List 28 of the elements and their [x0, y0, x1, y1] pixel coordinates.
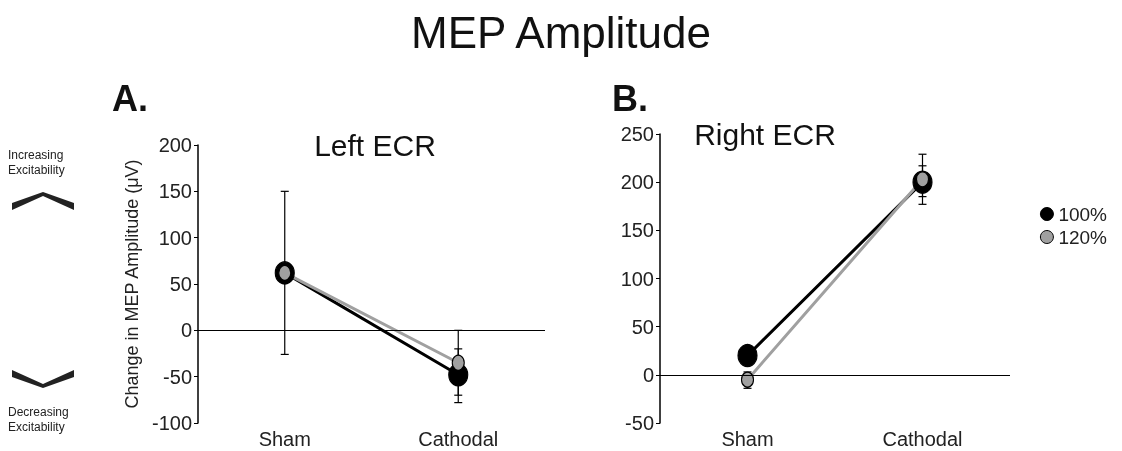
- legend-label: 120%: [1058, 226, 1108, 248]
- y-tick-label: -100: [151, 412, 192, 434]
- y-tick-label: 100: [620, 267, 654, 290]
- y-tick-label: -50: [163, 365, 192, 388]
- chart-title: Left ECR: [314, 128, 436, 162]
- y-tick-label: 50: [169, 273, 192, 295]
- text: MEP Amplitude: [410, 8, 712, 58]
- legend-label: 100%: [1058, 203, 1108, 225]
- chart-title: Right ECR: [694, 117, 836, 151]
- text: A.: [112, 78, 148, 120]
- y-tick-label: 50: [631, 315, 654, 338]
- text: Increasing Excitability: [8, 148, 66, 178]
- y-tick-label: 150: [158, 180, 192, 203]
- y-tick-label: 200: [158, 134, 192, 156]
- y-tick-label: 0: [642, 363, 654, 386]
- x-tick-label: Sham: [258, 428, 311, 450]
- y-tick-label: 150: [620, 219, 654, 242]
- x-tick-label: Cathodal: [882, 428, 963, 450]
- y-tick-label: 0: [180, 319, 192, 342]
- y-tick-label: 200: [620, 171, 654, 194]
- x-tick-label: Sham: [721, 428, 774, 450]
- text: Decreasing Excitability: [8, 405, 70, 435]
- x-tick-label: Cathodal: [418, 428, 499, 450]
- y-tick-label: -50: [625, 412, 654, 434]
- y-tick-label: 250: [620, 123, 654, 145]
- y-axis-title: Change in MEP Amplitude (μV): [122, 159, 143, 409]
- y-tick-label: 100: [158, 226, 192, 249]
- text: B.: [612, 78, 648, 120]
